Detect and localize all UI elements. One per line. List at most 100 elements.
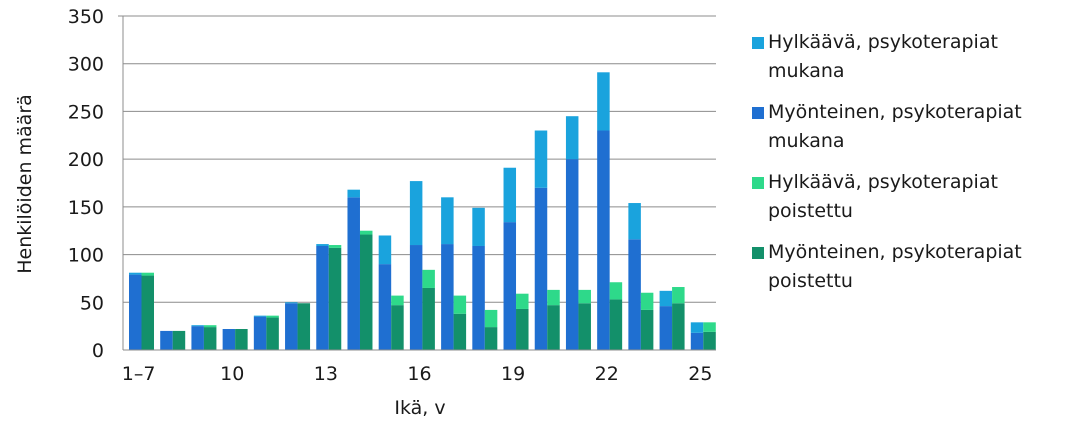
- bar-segment: [690, 322, 704, 333]
- bar-segment: [347, 189, 360, 198]
- bar-segment: [503, 167, 517, 223]
- bar-segment: [484, 309, 498, 328]
- axes: [118, 15, 716, 351]
- bar-segment: [534, 130, 548, 188]
- bar-segment: [516, 293, 529, 309]
- bar-segment: [285, 303, 298, 350]
- bar-segment: [141, 275, 154, 350]
- bar-segment: [422, 287, 435, 350]
- bar-segment: [578, 289, 591, 304]
- bar-segment: [203, 327, 217, 350]
- legend-label: Myönteinen, psykoterapiat poistettu: [768, 241, 1022, 292]
- bar-segment: [441, 244, 454, 350]
- legend-swatch: [752, 177, 764, 189]
- bar-segment: [191, 326, 204, 350]
- bar-segment: [628, 239, 641, 350]
- bar-segment: [703, 331, 716, 350]
- bar-segment: [422, 269, 435, 288]
- bar-segment: [672, 287, 685, 304]
- bar-segment: [472, 245, 485, 350]
- legend-swatch: [752, 247, 764, 259]
- bar-segment: [160, 330, 173, 350]
- bar-segment: [328, 245, 342, 248]
- legend-swatch: [752, 107, 764, 119]
- x-tick-label: 1–7: [122, 363, 156, 385]
- bar-segment: [472, 207, 485, 246]
- bar-segment: [129, 272, 142, 275]
- bar-segment: [628, 203, 641, 240]
- y-tick-label: 350: [68, 6, 104, 28]
- bar-segment: [409, 181, 423, 246]
- y-tick-label: 250: [68, 101, 104, 123]
- bar-segment: [597, 130, 610, 350]
- bar-segment: [659, 306, 673, 350]
- legend-item: Hylkäävä, psykoterapiat mukana: [752, 28, 1072, 86]
- y-tick-label: 200: [68, 149, 104, 171]
- bar-segment: [503, 222, 517, 350]
- bar-segment: [347, 197, 360, 350]
- bar-segment: [378, 264, 392, 350]
- legend-item: Myönteinen, psykoterapiat poistettu: [752, 238, 1072, 296]
- x-axis-title: Ikä, v: [394, 397, 445, 419]
- bar-segment: [253, 316, 267, 350]
- bar-segment: [191, 325, 204, 327]
- bar-segment: [547, 289, 560, 306]
- bar-segment: [578, 303, 591, 350]
- x-tick-label: 22: [595, 363, 619, 385]
- bar-segment: [235, 329, 248, 350]
- bar-segment: [359, 230, 373, 235]
- bar-segment: [297, 303, 311, 350]
- legend-label: Hylkäävä, psykoterapiat mukana: [768, 31, 998, 82]
- bar-segment: [266, 317, 279, 350]
- bar-segment: [516, 308, 529, 350]
- y-tick-label: 100: [68, 245, 104, 267]
- bar-segment: [203, 325, 217, 328]
- legend-item: Hylkäävä, psykoterapiat poistettu: [752, 168, 1072, 226]
- bar-segment: [484, 327, 498, 350]
- bar-segment: [441, 197, 454, 245]
- y-tick-labels: 0 50 100 150 200 250 300 350: [68, 6, 104, 362]
- bar-segment: [609, 282, 623, 300]
- bar-segment: [672, 303, 685, 350]
- bar-segment: [640, 309, 654, 350]
- bar-segment: [703, 322, 716, 332]
- legend-item: Myönteinen, psykoterapiat mukana: [752, 98, 1072, 156]
- bar-segment: [453, 313, 467, 350]
- bar-segment: [609, 299, 623, 350]
- bar-segment: [690, 332, 704, 350]
- x-tick-labels: 1–7 10 13 16 19 22 25: [122, 363, 713, 385]
- bar-segment: [285, 302, 298, 304]
- bar-segment: [597, 72, 610, 131]
- bar-segment: [316, 245, 329, 350]
- bar-segment: [391, 295, 404, 306]
- bar-segment: [565, 116, 579, 160]
- legend-label: Hylkäävä, psykoterapiat poistettu: [768, 171, 998, 222]
- bar-segment: [316, 244, 329, 246]
- bar-segment: [534, 187, 548, 350]
- bar-segment: [391, 305, 404, 350]
- legend-label: Myönteinen, psykoterapiat mukana: [768, 101, 1022, 152]
- bar-segment: [266, 315, 279, 318]
- bars: [129, 72, 716, 350]
- bar-segment: [172, 330, 186, 350]
- legend: Hylkäävä, psykoterapiat mukana Myönteinen…: [752, 28, 1072, 308]
- y-tick-label: 0: [92, 340, 104, 362]
- bar-segment: [359, 234, 373, 350]
- y-tick-label: 300: [68, 54, 104, 76]
- bar-segment: [129, 274, 142, 350]
- bar-segment: [565, 159, 579, 350]
- bar-segment: [222, 329, 236, 350]
- legend-swatch: [752, 37, 764, 49]
- bar-segment: [141, 272, 154, 276]
- x-tick-label: 13: [314, 363, 338, 385]
- y-axis-title: Henkilöiden määrä: [14, 94, 36, 274]
- bar-segment: [640, 292, 654, 310]
- x-tick-label: 19: [501, 363, 525, 385]
- bar-segment: [253, 315, 267, 317]
- bar-segment: [328, 247, 342, 350]
- bar-segment: [659, 290, 673, 307]
- y-tick-label: 150: [68, 197, 104, 219]
- bar-segment: [453, 295, 467, 314]
- x-tick-label: 16: [407, 363, 431, 385]
